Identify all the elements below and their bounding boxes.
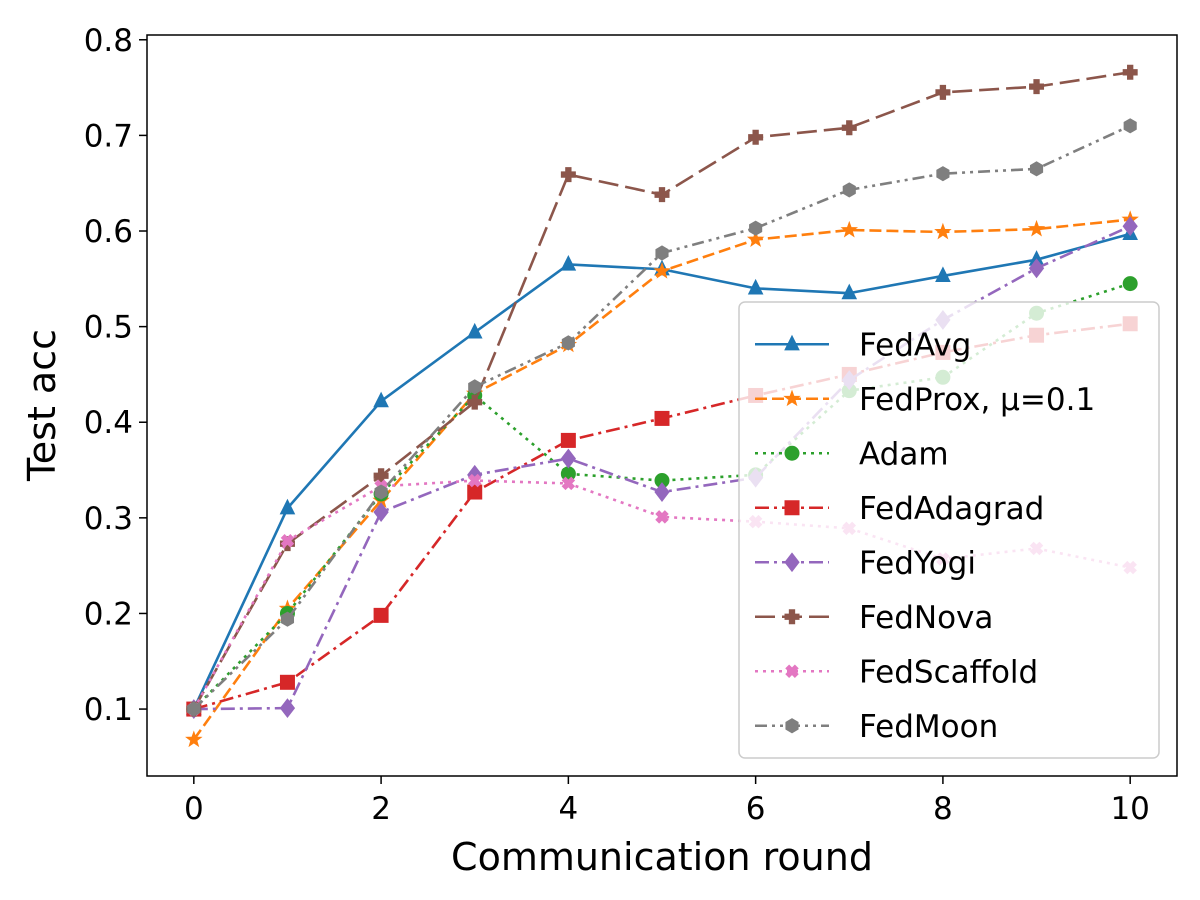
- legend-label: FedYogi: [859, 545, 976, 581]
- y-tick-label: 0.7: [84, 118, 133, 154]
- data-point: [655, 510, 669, 524]
- data-point: [746, 230, 765, 248]
- legend-marker: [784, 552, 800, 573]
- data-point: [468, 379, 482, 395]
- data-point: [655, 245, 669, 261]
- legend-marker: [784, 609, 800, 625]
- data-point: [653, 261, 671, 279]
- legend-marker: [784, 445, 800, 461]
- data-point: [748, 129, 764, 145]
- y-axis-label: Test acc: [20, 329, 64, 482]
- series-6: [186, 64, 1138, 717]
- legend-entry: FedAvg: [755, 327, 971, 363]
- data-point: [934, 222, 952, 240]
- legend: FedAvg FedProx, μ=0.1 Adam FedAdagrad FedYog…: [738, 301, 1160, 759]
- data-point: [279, 674, 295, 690]
- legend-label: FedAvg: [859, 327, 971, 363]
- data-point: [373, 502, 389, 523]
- data-point: [1027, 219, 1046, 237]
- data-point: [560, 448, 576, 469]
- data-point: [560, 167, 576, 183]
- data-point: [373, 607, 389, 623]
- data-point: [185, 730, 203, 748]
- data-point: [1122, 276, 1138, 292]
- data-point: [467, 484, 483, 500]
- data-point: [187, 701, 201, 717]
- data-point: [654, 482, 670, 502]
- y-tick-label: 0.6: [84, 214, 133, 250]
- data-point: [747, 278, 764, 295]
- data-point: [467, 473, 482, 488]
- legend-entry: FedAdagrad: [755, 491, 1044, 527]
- data-point: [1029, 161, 1044, 177]
- data-point: [280, 534, 295, 548]
- legend-label: FedNova: [859, 600, 993, 636]
- data-point: [654, 187, 670, 203]
- data-point: [749, 220, 763, 236]
- x-tick-label: 2: [371, 791, 391, 827]
- data-point: [840, 220, 859, 238]
- data-point: [1028, 258, 1045, 279]
- data-point: [560, 432, 576, 448]
- y-tick-label: 0.1: [84, 692, 133, 728]
- y-tick-label: 0.4: [84, 405, 133, 441]
- series-8: [187, 118, 1137, 717]
- legend-label: FedAdagrad: [859, 491, 1044, 527]
- data-point: [842, 182, 856, 198]
- x-tick-label: 10: [1110, 791, 1149, 827]
- legend-marker: [783, 389, 801, 407]
- legend-box: [738, 301, 1160, 759]
- legend-marker: [785, 718, 799, 734]
- legend-entry: FedScaffold: [755, 654, 1038, 690]
- legend-entry: FedProx, μ=0.1: [755, 382, 1095, 418]
- data-point: [280, 611, 295, 627]
- y-tick-label: 0.8: [84, 23, 133, 59]
- data-point: [373, 391, 389, 408]
- data-point: [935, 266, 951, 283]
- data-point: [560, 254, 577, 271]
- legend-entry: FedYogi: [755, 545, 976, 581]
- legend-marker: [784, 334, 800, 351]
- legend-entry: FedNova: [755, 600, 993, 636]
- data-point: [374, 484, 388, 500]
- data-point: [1122, 216, 1138, 237]
- data-point: [561, 476, 576, 491]
- legend-marker: [785, 664, 799, 678]
- data-point: [1122, 64, 1138, 80]
- legend-entry: FedMoon: [755, 709, 998, 745]
- legend-label: FedProx, μ=0.1: [859, 382, 1095, 418]
- y-tick-label: 0.3: [84, 501, 133, 537]
- x-tick-label: 0: [184, 791, 204, 827]
- data-point: [1029, 79, 1045, 95]
- legend-entry: Adam: [755, 436, 949, 472]
- data-point: [279, 698, 296, 719]
- legend-marker: [784, 500, 800, 516]
- plot-frame: [146, 34, 1178, 777]
- x-axis: 0 2 4 6 8 10: [184, 776, 1150, 827]
- data-point: [841, 283, 858, 300]
- x-axis-label: Communication round: [451, 835, 873, 879]
- x-tick-label: 8: [933, 791, 953, 827]
- legend-label: Adam: [859, 436, 949, 472]
- data-point: [279, 498, 296, 515]
- y-tick-label: 0.5: [84, 310, 133, 346]
- data-point: [654, 410, 670, 426]
- data-point: [936, 166, 950, 182]
- legend-label: FedScaffold: [859, 654, 1038, 690]
- data-point: [1123, 118, 1137, 134]
- data-point: [467, 394, 483, 410]
- x-tick-label: 4: [558, 791, 578, 827]
- y-axis: 0.1 0.2 0.3 0.4 0.5 0.6 0.7 0.8: [84, 23, 147, 728]
- data-point: [935, 84, 951, 100]
- x-tick-label: 6: [746, 791, 766, 827]
- y-tick-label: 0.2: [84, 596, 133, 632]
- data-point: [561, 335, 575, 351]
- data-point: [841, 120, 857, 136]
- data-point: [466, 322, 483, 339]
- legend-label: FedMoon: [859, 709, 998, 745]
